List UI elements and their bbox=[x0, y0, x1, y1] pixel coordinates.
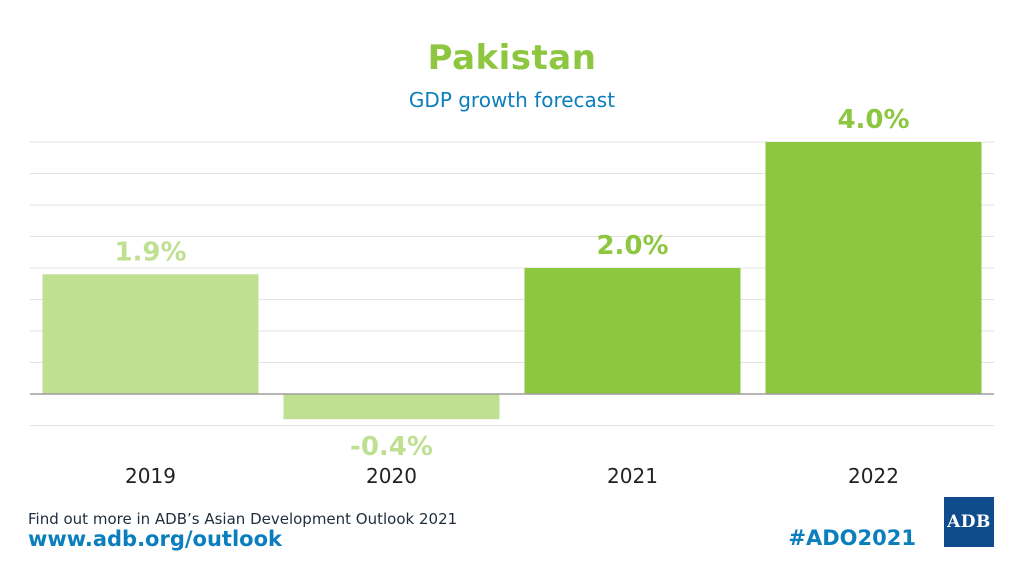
data-label-2019: 1.9% bbox=[114, 237, 186, 267]
chart-title: Pakistan bbox=[427, 38, 597, 78]
x-tick-label-2022: 2022 bbox=[848, 464, 899, 488]
x-tick-label-2019: 2019 bbox=[125, 464, 176, 488]
data-label-2021: 2.0% bbox=[596, 231, 668, 261]
data-label-2022: 4.0% bbox=[837, 105, 909, 135]
bar-chart: 1.9% 2019 -0.4%2020 2.0% 2021 4.0% 2022 bbox=[30, 105, 994, 488]
chart-subtitle: GDP growth forecast bbox=[408, 88, 616, 112]
x-tick-label-2021: 2021 bbox=[607, 464, 658, 488]
adb-logo: ADB bbox=[944, 497, 994, 547]
bar-2019 bbox=[42, 274, 259, 394]
bar-2022 bbox=[765, 142, 982, 394]
bar-2020 bbox=[283, 394, 500, 420]
bar-2021 bbox=[524, 268, 741, 394]
footer-url-link[interactable]: www.adb.org/outlook bbox=[28, 527, 282, 551]
x-tick-label-2020: 2020 bbox=[366, 464, 417, 488]
hashtag: #ADO2021 bbox=[788, 526, 916, 550]
footer-note: Find out more in ADB’s Asian Development… bbox=[28, 510, 458, 528]
data-label-2020: -0.4% bbox=[350, 432, 433, 462]
